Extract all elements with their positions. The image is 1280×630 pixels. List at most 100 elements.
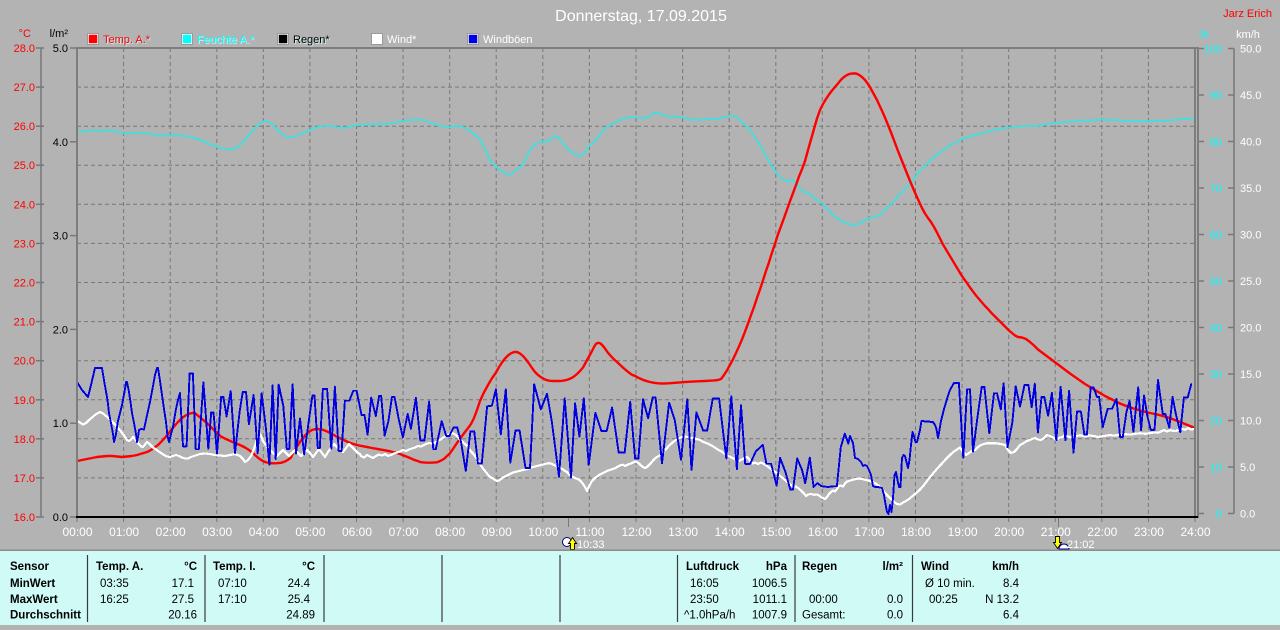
svg-text:18:00: 18:00 <box>901 525 931 539</box>
svg-text:45.0: 45.0 <box>1240 90 1261 102</box>
svg-text:30.0: 30.0 <box>1240 230 1261 242</box>
svg-text:21:00: 21:00 <box>1041 525 1071 539</box>
svg-text:Feuchte A.*: Feuchte A.* <box>198 35 256 47</box>
svg-text:19:00: 19:00 <box>948 525 978 539</box>
svg-text:09:00: 09:00 <box>482 525 512 539</box>
svg-text:24.4: 24.4 <box>288 578 311 590</box>
svg-text:Windböen: Windböen <box>483 34 533 46</box>
svg-text:0.0: 0.0 <box>53 512 68 524</box>
svg-text:Luftdruck: Luftdruck <box>686 561 740 573</box>
svg-text:17.1: 17.1 <box>172 578 194 590</box>
svg-text:17.0: 17.0 <box>14 473 35 485</box>
svg-text:hPa: hPa <box>766 561 788 573</box>
svg-text:16.0: 16.0 <box>14 512 35 524</box>
svg-text:04:00: 04:00 <box>249 525 279 539</box>
svg-text:07:10: 07:10 <box>218 578 247 590</box>
svg-text:20: 20 <box>1210 416 1222 428</box>
svg-text:16:25: 16:25 <box>100 594 129 606</box>
svg-text:17:00: 17:00 <box>854 525 884 539</box>
svg-text:°C: °C <box>184 561 197 573</box>
svg-text:06:00: 06:00 <box>342 525 372 539</box>
svg-text:30: 30 <box>1210 369 1222 381</box>
svg-text:N 13.2: N 13.2 <box>985 594 1019 606</box>
svg-text:60: 60 <box>1210 230 1222 242</box>
svg-text:28.0: 28.0 <box>14 43 35 55</box>
svg-text:35.0: 35.0 <box>1240 183 1261 195</box>
svg-text:100: 100 <box>1204 44 1222 56</box>
svg-text:22:00: 22:00 <box>1087 525 1117 539</box>
svg-text:2.0: 2.0 <box>53 324 68 336</box>
svg-text:25.0: 25.0 <box>14 160 35 172</box>
svg-text:50: 50 <box>1210 276 1222 288</box>
svg-text:Jarz Erich: Jarz Erich <box>1223 8 1272 20</box>
svg-text:15.0: 15.0 <box>1240 369 1261 381</box>
svg-text:24:00: 24:00 <box>1180 525 1210 539</box>
svg-text:50.0: 50.0 <box>1240 44 1261 56</box>
svg-text:24.89: 24.89 <box>286 610 315 622</box>
svg-text:Donnerstag, 17.09.2015: Donnerstag, 17.09.2015 <box>555 8 727 25</box>
svg-text:5.0: 5.0 <box>53 43 68 55</box>
svg-text:05:00: 05:00 <box>295 525 325 539</box>
svg-text:14:00: 14:00 <box>715 525 745 539</box>
svg-text:00:00: 00:00 <box>62 525 92 539</box>
svg-text:1011.1: 1011.1 <box>753 594 787 606</box>
svg-text:21.0: 21.0 <box>14 317 35 329</box>
svg-text:25.0: 25.0 <box>1240 276 1261 288</box>
svg-text:Regen: Regen <box>802 561 837 573</box>
svg-text:20.0: 20.0 <box>1240 323 1261 335</box>
svg-text:km/h: km/h <box>992 561 1019 573</box>
svg-text:°C: °C <box>19 28 31 40</box>
svg-text:11:00: 11:00 <box>575 525 604 539</box>
svg-text:10:33: 10:33 <box>577 539 605 551</box>
svg-text:Temp. A.*: Temp. A.* <box>104 35 152 47</box>
svg-text:22.0: 22.0 <box>14 278 35 290</box>
svg-text:20.0: 20.0 <box>14 356 35 368</box>
svg-text:19.0: 19.0 <box>14 395 35 407</box>
svg-text:40: 40 <box>1210 323 1222 335</box>
svg-text:%: % <box>1199 29 1209 41</box>
svg-text:18.0: 18.0 <box>14 434 35 446</box>
svg-text:Gesamt:: Gesamt: <box>802 610 845 622</box>
svg-text:23:00: 23:00 <box>1134 525 1164 539</box>
svg-text:1007.9: 1007.9 <box>752 610 787 622</box>
svg-text:Sensor: Sensor <box>10 561 50 573</box>
svg-text:4.0: 4.0 <box>53 137 68 149</box>
svg-text:13:00: 13:00 <box>668 525 698 539</box>
svg-text:10.0: 10.0 <box>1240 416 1261 428</box>
svg-text:24.0: 24.0 <box>14 199 35 211</box>
svg-text:3.0: 3.0 <box>53 231 68 243</box>
svg-text:Temp. I.: Temp. I. <box>213 561 256 573</box>
svg-text:l/m²: l/m² <box>883 561 904 573</box>
svg-text:0.0: 0.0 <box>1240 509 1255 521</box>
svg-text:27.5: 27.5 <box>172 594 194 606</box>
svg-text:80: 80 <box>1210 137 1222 149</box>
svg-text:Ø 10 min.: Ø 10 min. <box>925 578 975 590</box>
svg-text:^1.0hPa/h: ^1.0hPa/h <box>684 610 735 622</box>
svg-text:10:00: 10:00 <box>528 525 558 539</box>
svg-text:Wind*: Wind* <box>387 34 417 46</box>
svg-text:Regen*: Regen* <box>294 35 331 47</box>
svg-text:20:00: 20:00 <box>994 525 1024 539</box>
svg-text:Regen*: Regen* <box>293 34 330 46</box>
svg-text:1.0: 1.0 <box>53 418 68 430</box>
svg-text:km/h: km/h <box>1236 29 1260 41</box>
svg-text:15:00: 15:00 <box>761 525 791 539</box>
svg-text:12:00: 12:00 <box>621 525 651 539</box>
svg-text:26.0: 26.0 <box>14 121 35 133</box>
svg-text:16:05: 16:05 <box>690 578 719 590</box>
svg-text:25.4: 25.4 <box>288 594 311 606</box>
svg-text:07:00: 07:00 <box>389 525 419 539</box>
svg-text:23:50: 23:50 <box>690 594 719 606</box>
svg-text:10: 10 <box>1210 462 1222 474</box>
svg-text:02:00: 02:00 <box>156 525 186 539</box>
svg-text:17:10: 17:10 <box>218 594 247 606</box>
svg-text:16:00: 16:00 <box>808 525 838 539</box>
svg-text:70: 70 <box>1210 183 1222 195</box>
svg-text:03:00: 03:00 <box>202 525 232 539</box>
svg-text:0: 0 <box>1216 509 1222 521</box>
svg-text:00:00: 00:00 <box>809 594 838 606</box>
svg-text:0.0: 0.0 <box>887 610 903 622</box>
svg-text:21:02: 21:02 <box>1067 539 1095 551</box>
svg-text:Temp. A.: Temp. A. <box>96 561 143 573</box>
svg-text:20.16: 20.16 <box>168 610 197 622</box>
